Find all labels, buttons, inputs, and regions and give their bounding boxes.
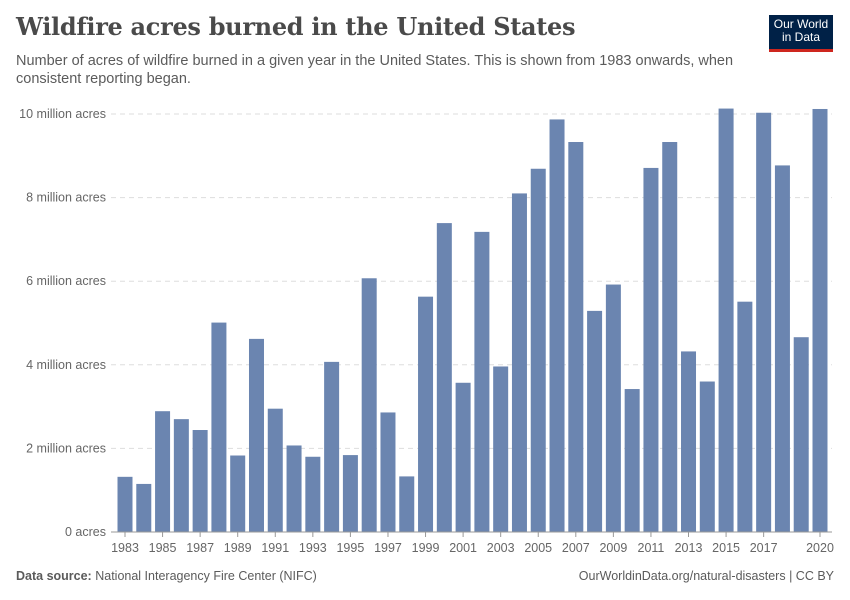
x-tick-label: 2013 xyxy=(675,541,703,555)
chart-title: Wildfire acres burned in the United Stat… xyxy=(16,12,576,41)
bar-2002 xyxy=(474,231,490,532)
x-tick-label: 2005 xyxy=(524,541,552,555)
x-tick-label: 2015 xyxy=(712,541,740,555)
bar-1985 xyxy=(155,411,171,532)
bar-1998 xyxy=(399,476,415,532)
bar-2008 xyxy=(587,310,603,532)
x-tick-label: 1987 xyxy=(186,541,214,555)
bar-2003 xyxy=(493,366,509,532)
source-text: National Interagency Fire Center (NIFC) xyxy=(95,569,317,583)
x-tick-label: 1999 xyxy=(412,541,440,555)
y-tick-label: 4 million acres xyxy=(26,358,106,372)
x-tick-label: 2001 xyxy=(449,541,477,555)
bar-1996 xyxy=(361,278,377,532)
bar-2014 xyxy=(699,381,715,532)
x-tick-label: 1989 xyxy=(224,541,252,555)
x-tick-label: 2017 xyxy=(750,541,778,555)
y-tick-label: 8 million acres xyxy=(26,191,106,205)
bar-2000 xyxy=(436,223,452,532)
y-tick-label: 10 million acres xyxy=(19,107,106,121)
chart-subtitle: Number of acres of wildfire burned in a … xyxy=(16,53,734,87)
bar-2005 xyxy=(530,168,546,532)
bar-1989 xyxy=(230,455,246,532)
x-tick-label: 2003 xyxy=(487,541,515,555)
bar-2019 xyxy=(793,337,809,532)
bar-1986 xyxy=(173,419,189,532)
bar-2013 xyxy=(681,351,697,532)
bar-1997 xyxy=(380,412,396,532)
bar-2006 xyxy=(549,119,565,533)
data-source: Data source: National Interagency Fire C… xyxy=(16,569,317,583)
y-tick-label: 6 million acres xyxy=(26,274,106,288)
bar-2018 xyxy=(774,165,790,532)
x-tick-label: 1985 xyxy=(149,541,177,555)
bar-1990 xyxy=(248,338,264,532)
x-tick-label: 2009 xyxy=(599,541,627,555)
y-tick-label: 0 acres xyxy=(65,525,106,539)
bar-2001 xyxy=(455,382,471,532)
bar-1991 xyxy=(267,408,283,532)
bar-1992 xyxy=(286,445,302,532)
bar-1987 xyxy=(192,430,208,532)
x-tick-label: 1995 xyxy=(336,541,364,555)
bar-1988 xyxy=(211,322,227,532)
bar-2009 xyxy=(605,284,621,532)
x-tick-label: 1983 xyxy=(111,541,139,555)
bar-1995 xyxy=(342,455,358,532)
bar-2016 xyxy=(737,301,753,532)
owid-logo[interactable]: Our World in Data xyxy=(769,15,833,52)
bar-1994 xyxy=(324,361,340,532)
bar-2011 xyxy=(643,167,659,532)
bar-1983 xyxy=(117,476,133,532)
bar-2004 xyxy=(511,193,527,533)
x-tick-label: 1997 xyxy=(374,541,402,555)
bar-1999 xyxy=(418,296,434,532)
bar-2017 xyxy=(756,112,772,532)
bar-2015 xyxy=(718,108,734,532)
bar-1993 xyxy=(305,456,321,532)
x-tick-label: 2020 xyxy=(806,541,834,555)
x-tick-label: 1993 xyxy=(299,541,327,555)
bar-2007 xyxy=(568,142,584,533)
source-label: Data source: xyxy=(16,569,92,583)
footer-link[interactable]: OurWorldinData.org/natural-disasters | C… xyxy=(578,569,834,583)
y-tick-label: 2 million acres xyxy=(26,441,106,455)
x-tick-label: 2011 xyxy=(638,541,665,555)
x-tick-label: 2007 xyxy=(562,541,590,555)
bar-2012 xyxy=(662,142,678,533)
bar-1984 xyxy=(136,483,152,532)
bar-2010 xyxy=(624,389,640,532)
bar-2020 xyxy=(812,108,828,532)
x-tick-label: 1991 xyxy=(261,541,289,555)
